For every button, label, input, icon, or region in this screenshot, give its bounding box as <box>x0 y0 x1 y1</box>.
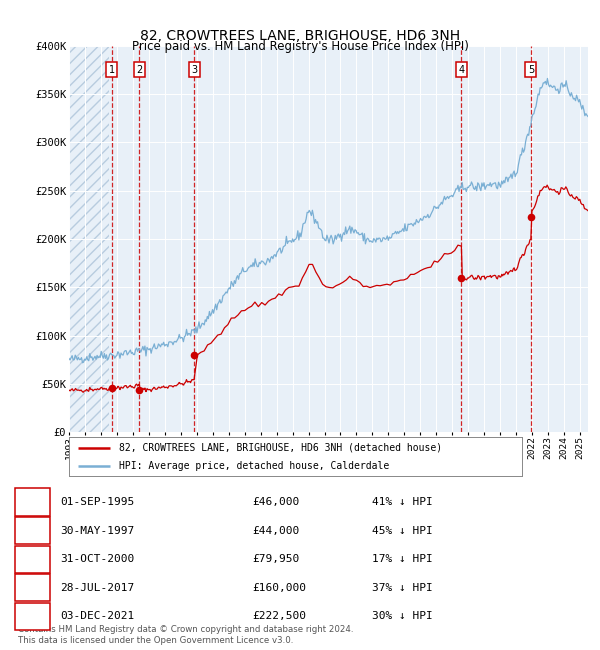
Text: 37% ↓ HPI: 37% ↓ HPI <box>372 582 433 593</box>
Text: 4: 4 <box>458 64 464 75</box>
Text: 41% ↓ HPI: 41% ↓ HPI <box>372 497 433 507</box>
Text: 28-JUL-2017: 28-JUL-2017 <box>60 582 134 593</box>
Text: Contains HM Land Registry data © Crown copyright and database right 2024.
This d: Contains HM Land Registry data © Crown c… <box>18 625 353 645</box>
Text: 1: 1 <box>109 64 115 75</box>
Text: Price paid vs. HM Land Registry's House Price Index (HPI): Price paid vs. HM Land Registry's House … <box>131 40 469 53</box>
Text: 5: 5 <box>528 64 534 75</box>
Bar <box>69 46 109 432</box>
Text: 03-DEC-2021: 03-DEC-2021 <box>60 611 134 621</box>
Text: 3: 3 <box>191 64 197 75</box>
Text: £222,500: £222,500 <box>252 611 306 621</box>
Text: 17% ↓ HPI: 17% ↓ HPI <box>372 554 433 564</box>
Text: 31-OCT-2000: 31-OCT-2000 <box>60 554 134 564</box>
Text: 30-MAY-1997: 30-MAY-1997 <box>60 526 134 536</box>
Text: HPI: Average price, detached house, Calderdale: HPI: Average price, detached house, Cald… <box>119 462 389 471</box>
Text: 82, CROWTREES LANE, BRIGHOUSE, HD6 3NH (detached house): 82, CROWTREES LANE, BRIGHOUSE, HD6 3NH (… <box>119 443 442 452</box>
Text: 2: 2 <box>29 526 36 536</box>
Text: £44,000: £44,000 <box>252 526 299 536</box>
Bar <box>69 46 109 432</box>
Text: £160,000: £160,000 <box>252 582 306 593</box>
Text: 45% ↓ HPI: 45% ↓ HPI <box>372 526 433 536</box>
Text: 01-SEP-1995: 01-SEP-1995 <box>60 497 134 507</box>
Text: 3: 3 <box>29 554 36 564</box>
Text: 2: 2 <box>136 64 143 75</box>
Text: £79,950: £79,950 <box>252 554 299 564</box>
Text: 82, CROWTREES LANE, BRIGHOUSE, HD6 3NH: 82, CROWTREES LANE, BRIGHOUSE, HD6 3NH <box>140 29 460 43</box>
Text: 30% ↓ HPI: 30% ↓ HPI <box>372 611 433 621</box>
Text: 4: 4 <box>29 582 36 593</box>
Text: £46,000: £46,000 <box>252 497 299 507</box>
Text: 1: 1 <box>29 497 36 507</box>
Text: 5: 5 <box>29 611 36 621</box>
